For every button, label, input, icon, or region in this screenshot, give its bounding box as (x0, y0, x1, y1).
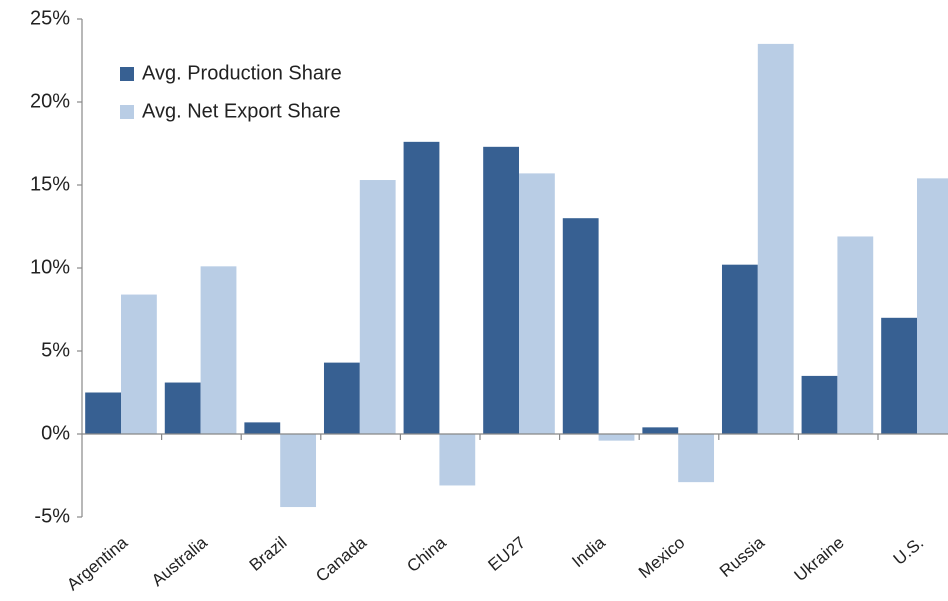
x-tick-label: India (568, 533, 609, 572)
bar (837, 236, 874, 434)
bar (562, 218, 599, 434)
y-tick-label: -5% (34, 505, 70, 527)
bar (678, 434, 715, 483)
y-tick-label: 15% (30, 173, 70, 195)
bar (881, 317, 918, 434)
x-tick-label: U.S. (890, 533, 928, 569)
y-tick-label: 25% (30, 7, 70, 29)
y-tick-label: 0% (41, 422, 70, 444)
x-tick-label: Ukraine (791, 533, 848, 585)
y-tick-label: 5% (41, 339, 70, 361)
y-tick-label: 20% (30, 90, 70, 112)
x-tick-label: EU27 (484, 533, 529, 575)
bar (801, 375, 838, 434)
legend-swatch (120, 105, 134, 119)
bar (200, 266, 237, 434)
bar (483, 146, 520, 434)
y-tick-label: 10% (30, 256, 70, 278)
bar (323, 362, 360, 434)
bar (439, 434, 476, 486)
bar (721, 264, 758, 434)
bar (121, 294, 157, 434)
bar (164, 382, 201, 434)
x-tick-label: Russia (716, 533, 768, 581)
x-tick-label: China (403, 533, 450, 576)
bar (598, 434, 635, 441)
legend-label: Avg. Net Export Share (142, 100, 341, 122)
legend-label: Avg. Production Share (142, 62, 342, 84)
bar (280, 434, 317, 508)
bar (85, 392, 122, 434)
bar (642, 427, 679, 434)
legend-swatch (120, 67, 134, 81)
x-tick-label: Argentina (63, 533, 131, 595)
bar (519, 173, 555, 434)
x-tick-label: Mexico (635, 533, 688, 582)
x-tick-label: Brazil (246, 533, 291, 575)
bar (403, 141, 440, 434)
bar (917, 178, 948, 434)
bar (244, 422, 281, 434)
bar (757, 43, 794, 435)
x-tick-label: Australia (148, 533, 211, 590)
bar (359, 180, 396, 434)
x-tick-label: Canada (312, 533, 370, 586)
